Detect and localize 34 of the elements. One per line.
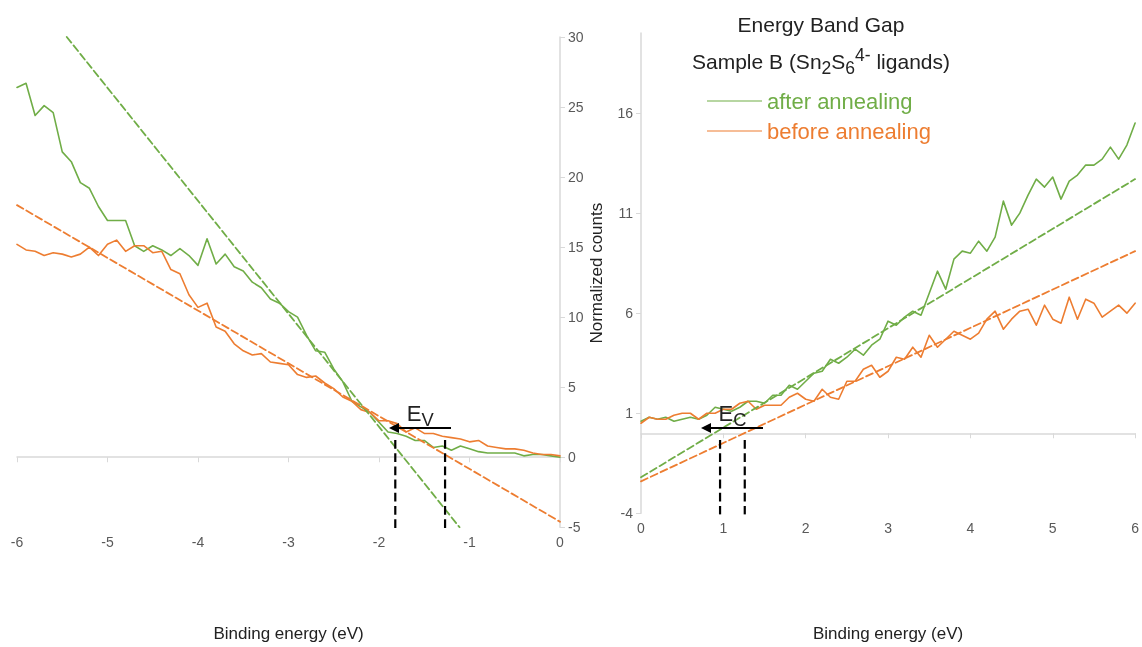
text: Sample B (Sn$_{2}$S$_{6}$$^{4-}$ ligands) bbox=[692, 45, 950, 79]
x-tick-label: 1 bbox=[719, 520, 728, 537]
y-tick-label: 15 bbox=[568, 239, 584, 256]
x-tick-label: 6 bbox=[1131, 520, 1140, 537]
y-tick-label: 20 bbox=[568, 169, 584, 186]
y-tick-label: 0 bbox=[568, 449, 576, 466]
x-tick-label: -1 bbox=[463, 534, 476, 551]
x-tick-label: 5 bbox=[1048, 520, 1057, 537]
y-tick-label: 11 bbox=[618, 205, 634, 222]
annotation: E$_{V}$ bbox=[405, 401, 435, 433]
x-tick-label: -5 bbox=[101, 534, 114, 551]
y-tick-label: 10 bbox=[568, 309, 584, 326]
x-tick-label: 0 bbox=[637, 520, 646, 537]
y-tick-label: 25 bbox=[568, 99, 584, 116]
y-tick-label: 16 bbox=[617, 105, 634, 122]
x-axis-title: Binding energy (eV) bbox=[213, 624, 364, 643]
x-tick-label: 3 bbox=[884, 520, 893, 537]
x-tick-label: -4 bbox=[191, 534, 205, 551]
x-tick-label: -3 bbox=[282, 534, 295, 551]
y-tick-label: 1 bbox=[625, 405, 634, 422]
legend-label: before annealing bbox=[767, 118, 931, 144]
chart-title: Energy Band Gap bbox=[737, 13, 905, 36]
y-tick-label: 30 bbox=[568, 29, 584, 45]
y-axis-title: Normalized counts bbox=[587, 202, 606, 344]
x-tick-label: 2 bbox=[801, 520, 810, 537]
y-tick-label: -4 bbox=[620, 505, 634, 522]
x-tick-label: -2 bbox=[372, 534, 386, 551]
x-tick-label: -6 bbox=[10, 534, 24, 551]
x-tick-label: 0 bbox=[556, 534, 565, 551]
y-tick-label: 6 bbox=[625, 305, 634, 322]
x-axis-title: Binding energy (eV) bbox=[812, 624, 964, 643]
y-tick-label: 5 bbox=[568, 379, 576, 396]
x-tick-label: 4 bbox=[966, 520, 975, 537]
legend-label: after annealing bbox=[767, 88, 913, 114]
